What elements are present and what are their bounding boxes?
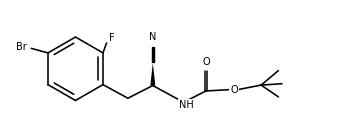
Text: O: O — [202, 57, 210, 67]
Text: O: O — [230, 85, 238, 95]
Text: Br: Br — [16, 42, 27, 52]
Polygon shape — [150, 63, 155, 86]
Text: NH: NH — [179, 100, 193, 110]
Text: N: N — [149, 33, 157, 42]
Text: F: F — [109, 33, 115, 43]
